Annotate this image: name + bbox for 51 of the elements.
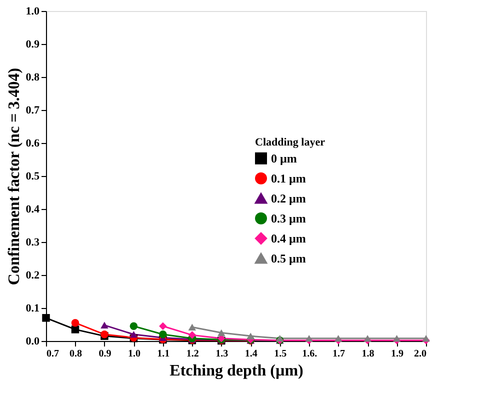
- x-axis-title: Etching depth (µm): [170, 362, 304, 380]
- x-tick-label: 1.8: [362, 348, 374, 360]
- legend-label: 0.5 µm: [271, 251, 306, 266]
- y-tick-label: 0.4: [26, 204, 40, 216]
- x-tick-label: 1.7: [332, 348, 346, 360]
- point: [334, 335, 342, 342]
- point: [42, 314, 50, 322]
- y-tick-label: 0.1: [26, 302, 40, 314]
- legend-label: 0.2 µm: [271, 191, 306, 206]
- y-axis-title: Confinement factor (nc = 3.404): [6, 68, 23, 286]
- point: [130, 331, 138, 338]
- x-tick-label: 0.9: [98, 348, 112, 360]
- legend-title: Cladding layer: [255, 136, 326, 148]
- point: [100, 322, 108, 329]
- x-tick-label: 1.2: [186, 348, 199, 360]
- y-tick-label: 0.9: [26, 38, 40, 50]
- point: [130, 322, 138, 330]
- point: [188, 324, 196, 330]
- legend-label: 0.1 µm: [271, 171, 306, 186]
- point: [188, 331, 196, 339]
- point: [392, 335, 401, 342]
- legend-label: 0.3 µm: [271, 211, 306, 226]
- y-tick-label: 0.2: [26, 270, 40, 282]
- legend-label: 0.4 µm: [271, 231, 306, 246]
- point: [364, 335, 372, 342]
- x-tick-label: 1.6.: [302, 348, 318, 360]
- legend-label: 0 µm: [271, 151, 297, 166]
- y-tick-label: 0.0: [26, 336, 40, 348]
- y-tick-label: 0.8: [26, 72, 40, 84]
- point: [422, 335, 430, 342]
- x-tick-label: 2.0: [414, 348, 426, 360]
- point: [246, 332, 254, 340]
- y-tick-label: 0.5: [26, 170, 40, 182]
- point: [159, 322, 167, 330]
- x-tick-label: 1.5: [274, 348, 287, 360]
- y-tick-label: 0.3: [26, 236, 40, 248]
- point: [71, 326, 80, 334]
- x-tick-label: 0.7: [46, 348, 59, 360]
- y-tick-label: 0.7: [26, 104, 40, 116]
- x-tick-label: 1.0: [128, 348, 140, 360]
- x-tick-label: 1.9: [391, 348, 404, 360]
- point: [218, 329, 226, 336]
- x-tick-label: 1.3: [216, 348, 228, 360]
- x-tick-label: 1.1: [157, 348, 170, 360]
- y-tick-label: 0.6: [26, 138, 40, 150]
- point: [71, 318, 80, 327]
- point: [159, 330, 167, 338]
- y-tick-label: 1.0: [26, 6, 40, 18]
- point: [305, 335, 313, 342]
- x-tick-label: 0.8: [69, 348, 82, 360]
- x-tick-label: 1.4: [244, 348, 258, 360]
